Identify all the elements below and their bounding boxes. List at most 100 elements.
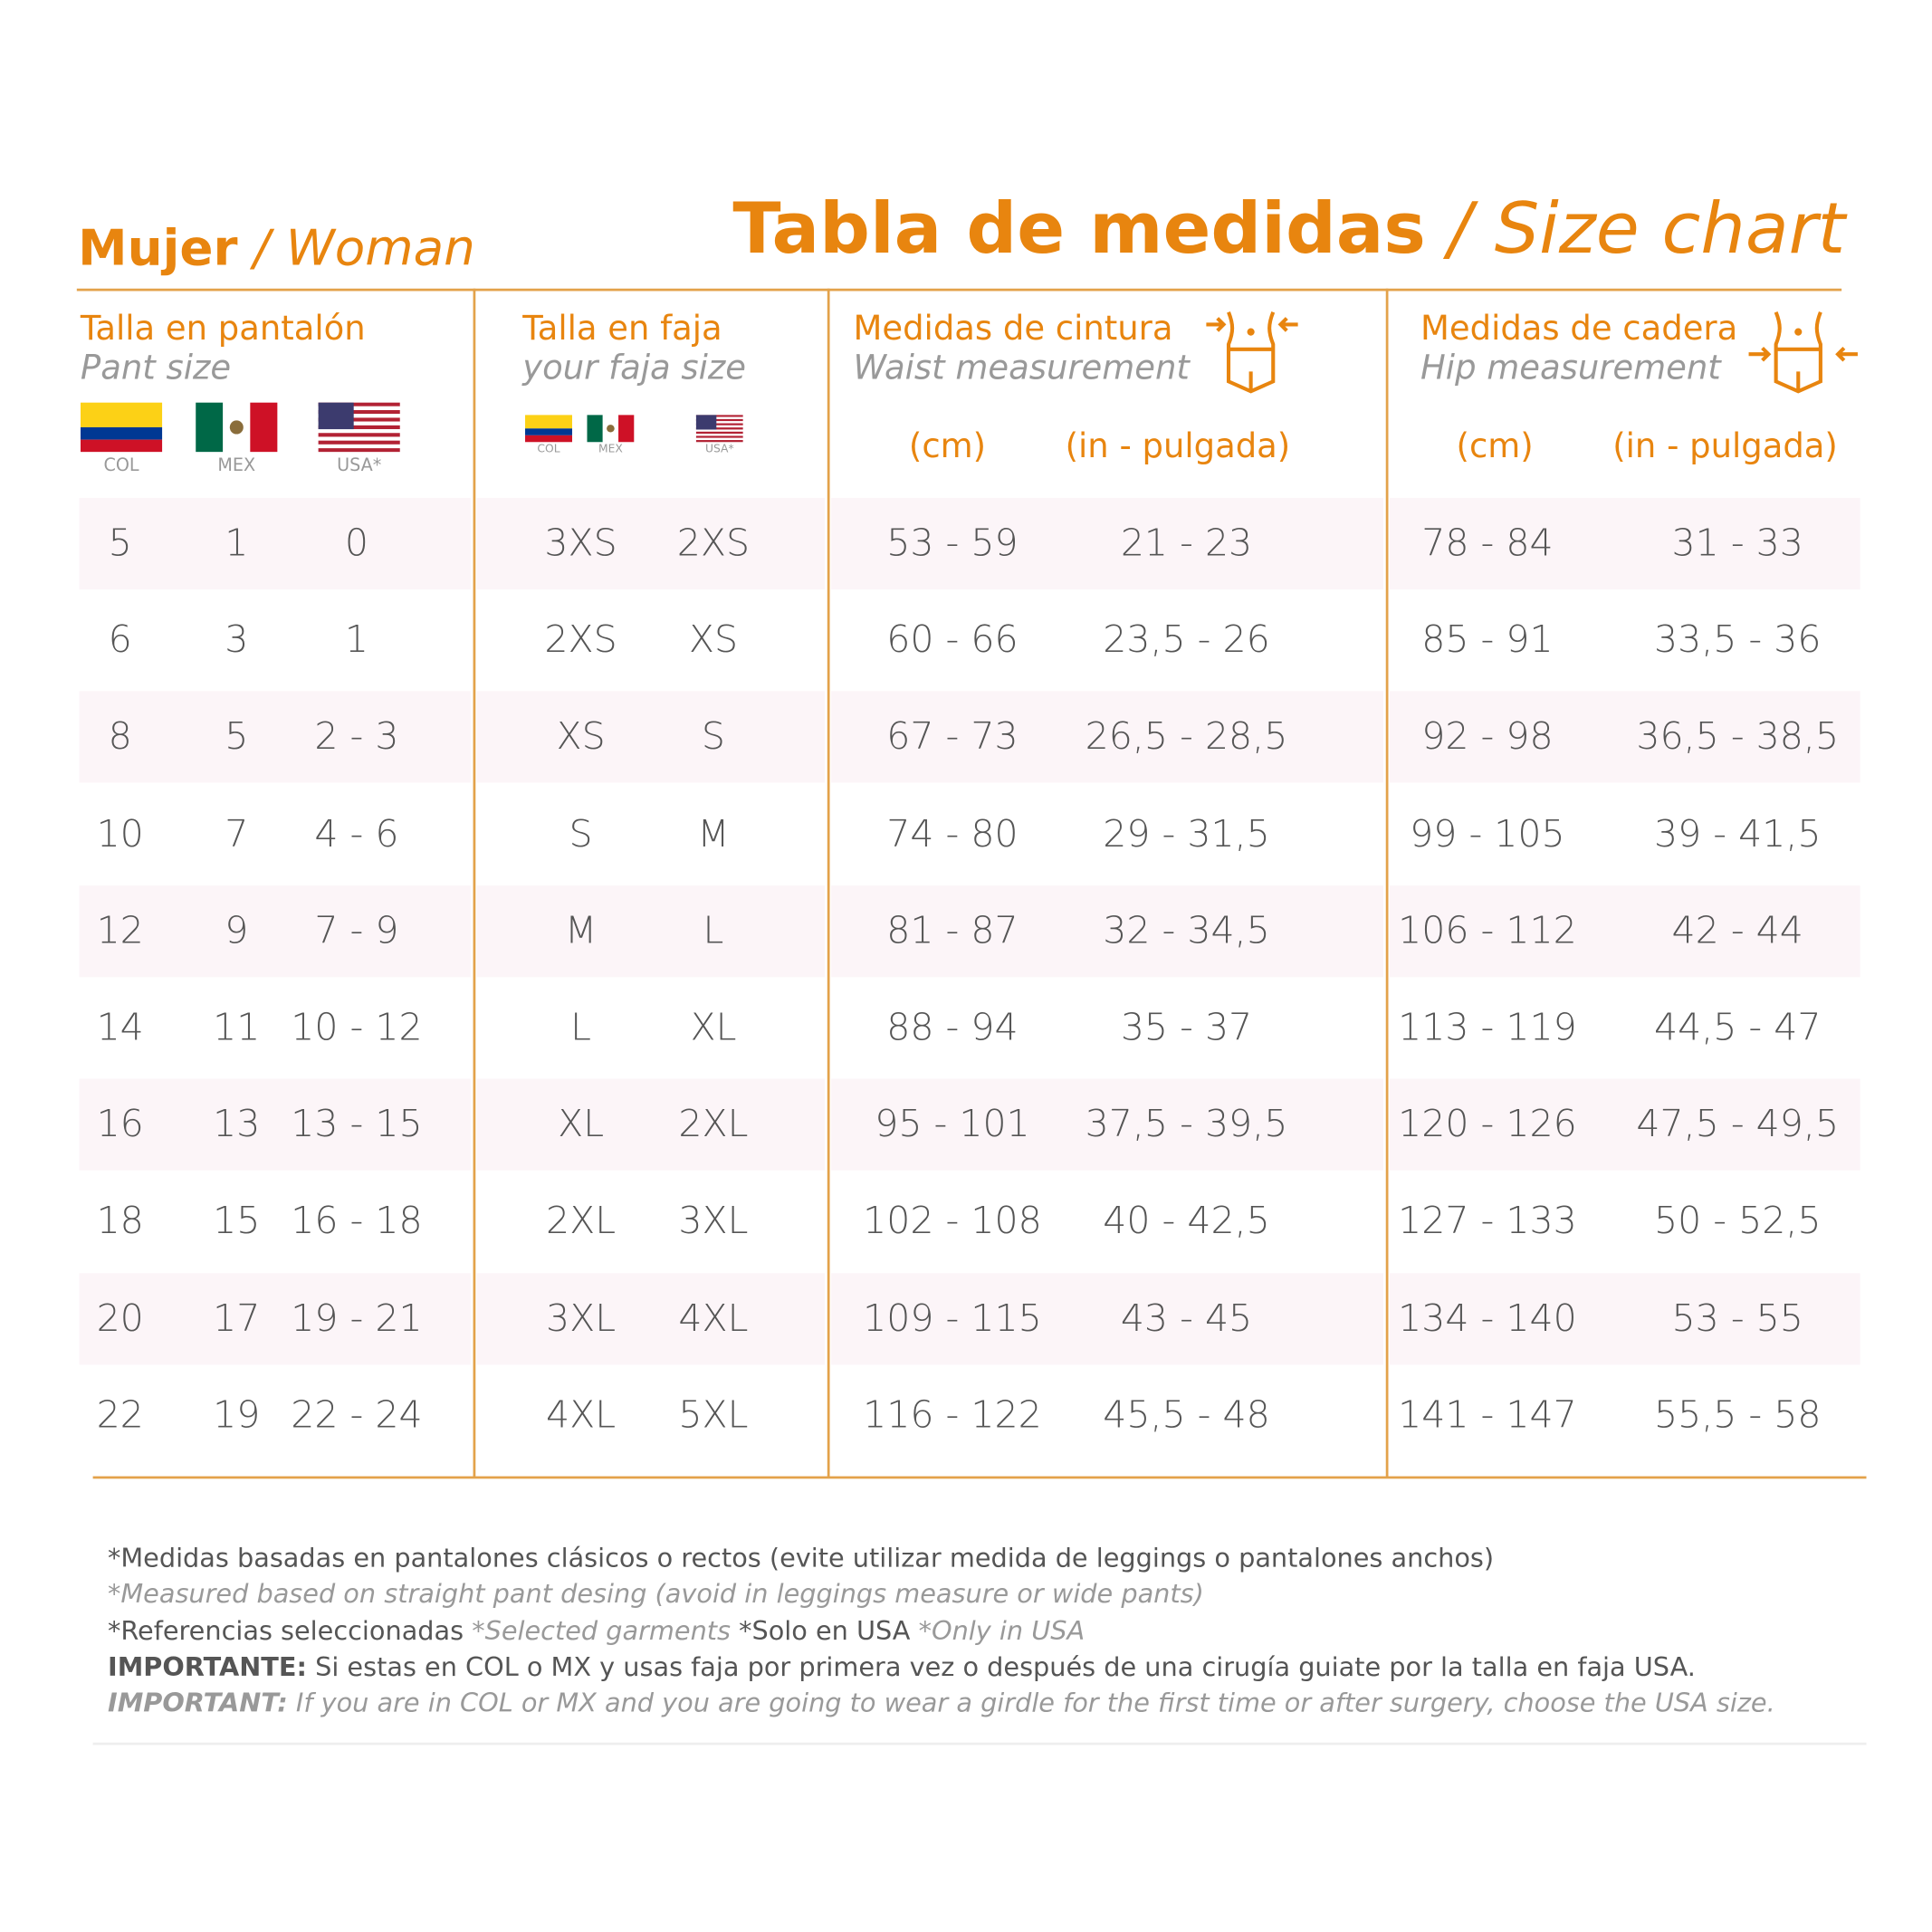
row-stripe (830, 1272, 1384, 1364)
row-stripe (79, 497, 471, 590)
table-cell: 16 (96, 1103, 144, 1147)
footnote-text: *Measured based on straight pant desing … (108, 1579, 1204, 1609)
table-cell: 32 - 34,5 (1103, 909, 1270, 953)
flag-label: MEX (598, 443, 623, 456)
table-cell: 2 - 3 (314, 715, 399, 760)
table-cell: 55,5 - 58 (1653, 1393, 1822, 1438)
table-cell: 5 (225, 715, 249, 760)
column-heading: Talla en faja (522, 309, 722, 349)
footnote-text: IMPORTANT: (108, 1688, 288, 1718)
table-cell: M (564, 909, 598, 953)
footnote: *Measured based on straight pant desing … (108, 1579, 1204, 1609)
title-es: Tabla de medidas (732, 187, 1426, 271)
rule (92, 1476, 1867, 1478)
table-cell: 14 (96, 1006, 144, 1050)
flag (587, 415, 635, 443)
table-cell: 6 (108, 618, 132, 663)
table-cell: 60 - 66 (886, 618, 1019, 663)
row-stripe (830, 691, 1384, 784)
table-cell: S (569, 812, 593, 856)
table-cell: 4XL (546, 1393, 617, 1438)
table-cell: 18 (96, 1200, 144, 1244)
table-cell: 81 - 87 (886, 909, 1019, 953)
divider (473, 288, 475, 1478)
row-stripe (79, 1272, 471, 1364)
row-stripe (476, 497, 826, 590)
footnote-text: *Solo en USA (731, 1616, 919, 1647)
table-cell: 92 - 98 (1421, 715, 1554, 760)
flag (525, 415, 572, 443)
row-stripe (79, 691, 471, 784)
table-cell: 23,5 - 26 (1103, 618, 1270, 663)
table-cell: 109 - 115 (863, 1296, 1042, 1341)
flag (318, 402, 400, 453)
row-stripe (1389, 1078, 1860, 1171)
table-cell: 13 (213, 1103, 261, 1147)
table-cell: 35 - 37 (1120, 1006, 1253, 1050)
table-cell: 17 (213, 1296, 261, 1341)
table-cell: 12 (96, 909, 144, 953)
table-cell: 2XS (676, 521, 751, 566)
footnote-text: *Medidas basadas en pantalones clásicos … (108, 1543, 1495, 1573)
footnote: IMPORTANT: If you are in COL or MX and y… (108, 1688, 1775, 1718)
footnote-text: *Referencias seleccionadas (108, 1616, 473, 1647)
rule (76, 288, 1842, 291)
footnote-text: *Only in USA (918, 1616, 1086, 1647)
row-stripe (830, 1078, 1384, 1171)
footnote-text: IMPORTANTE: (108, 1651, 307, 1682)
row-stripe (476, 885, 826, 978)
separator: / (253, 220, 271, 278)
heading-en: Woman (285, 220, 475, 278)
table-cell: 4 - 6 (314, 812, 399, 856)
flag (695, 415, 743, 443)
footnote: *Medidas basadas en pantalones clásicos … (108, 1543, 1494, 1573)
table-cell: 22 - 24 (291, 1393, 423, 1438)
table-cell: 53 - 55 (1671, 1296, 1803, 1341)
woman-heading: Mujer / Woman (78, 220, 475, 277)
table-cell: 67 - 73 (886, 715, 1019, 760)
table-cell: 74 - 80 (886, 812, 1019, 856)
table-cell: 16 - 18 (291, 1200, 423, 1244)
table-cell: M (697, 812, 730, 856)
row-stripe (1389, 691, 1860, 784)
table-cell: 10 (96, 812, 144, 856)
table-cell: 3XL (678, 1200, 749, 1244)
table-cell: 3 (225, 618, 249, 663)
hip-icon (1748, 311, 1858, 394)
table-cell: 36,5 - 38,5 (1636, 715, 1840, 760)
footnote-text: *Selected garments (472, 1616, 732, 1647)
rule (92, 1742, 1867, 1745)
table-cell: 44,5 - 47 (1653, 1006, 1822, 1050)
divider (1385, 288, 1388, 1478)
flag-label: COL (103, 455, 139, 476)
heading-es: Mujer (78, 220, 238, 278)
table-cell: 7 - 9 (314, 909, 399, 953)
table-cell: 19 - 21 (291, 1296, 423, 1341)
table-cell: 2XL (678, 1103, 749, 1147)
table-cell: 10 - 12 (291, 1006, 423, 1050)
table-cell: 37,5 - 39,5 (1085, 1103, 1288, 1147)
unit-label: (in - pulgada) (1065, 426, 1291, 466)
table-cell: 3XL (546, 1296, 617, 1341)
table-cell: 1 (225, 521, 249, 566)
table-cell: L (570, 1006, 592, 1050)
table-cell: 40 - 42,5 (1103, 1200, 1270, 1244)
table-cell: 1 (344, 618, 369, 663)
column-subheading: Waist measurement (853, 349, 1190, 388)
flag-label: USA* (704, 443, 734, 456)
table-cell: 11 (213, 1006, 261, 1050)
table-cell: 45,5 - 48 (1103, 1393, 1270, 1438)
flag-label: MEX (217, 455, 256, 476)
row-stripe (476, 1272, 826, 1364)
row-stripe (79, 885, 471, 978)
row-stripe (830, 497, 1384, 590)
table-cell: 21 - 23 (1120, 521, 1253, 566)
table-cell: 29 - 31,5 (1103, 812, 1270, 856)
table-cell: 85 - 91 (1421, 618, 1554, 663)
column-heading: Talla en pantalón (80, 309, 366, 349)
table-cell: 95 - 101 (875, 1103, 1030, 1147)
flag (196, 402, 278, 453)
table-cell: 47,5 - 49,5 (1636, 1103, 1840, 1147)
footnote-text: If you are in COL or MX and you are goin… (287, 1688, 1775, 1718)
column-heading: Medidas de cintura (853, 309, 1173, 349)
